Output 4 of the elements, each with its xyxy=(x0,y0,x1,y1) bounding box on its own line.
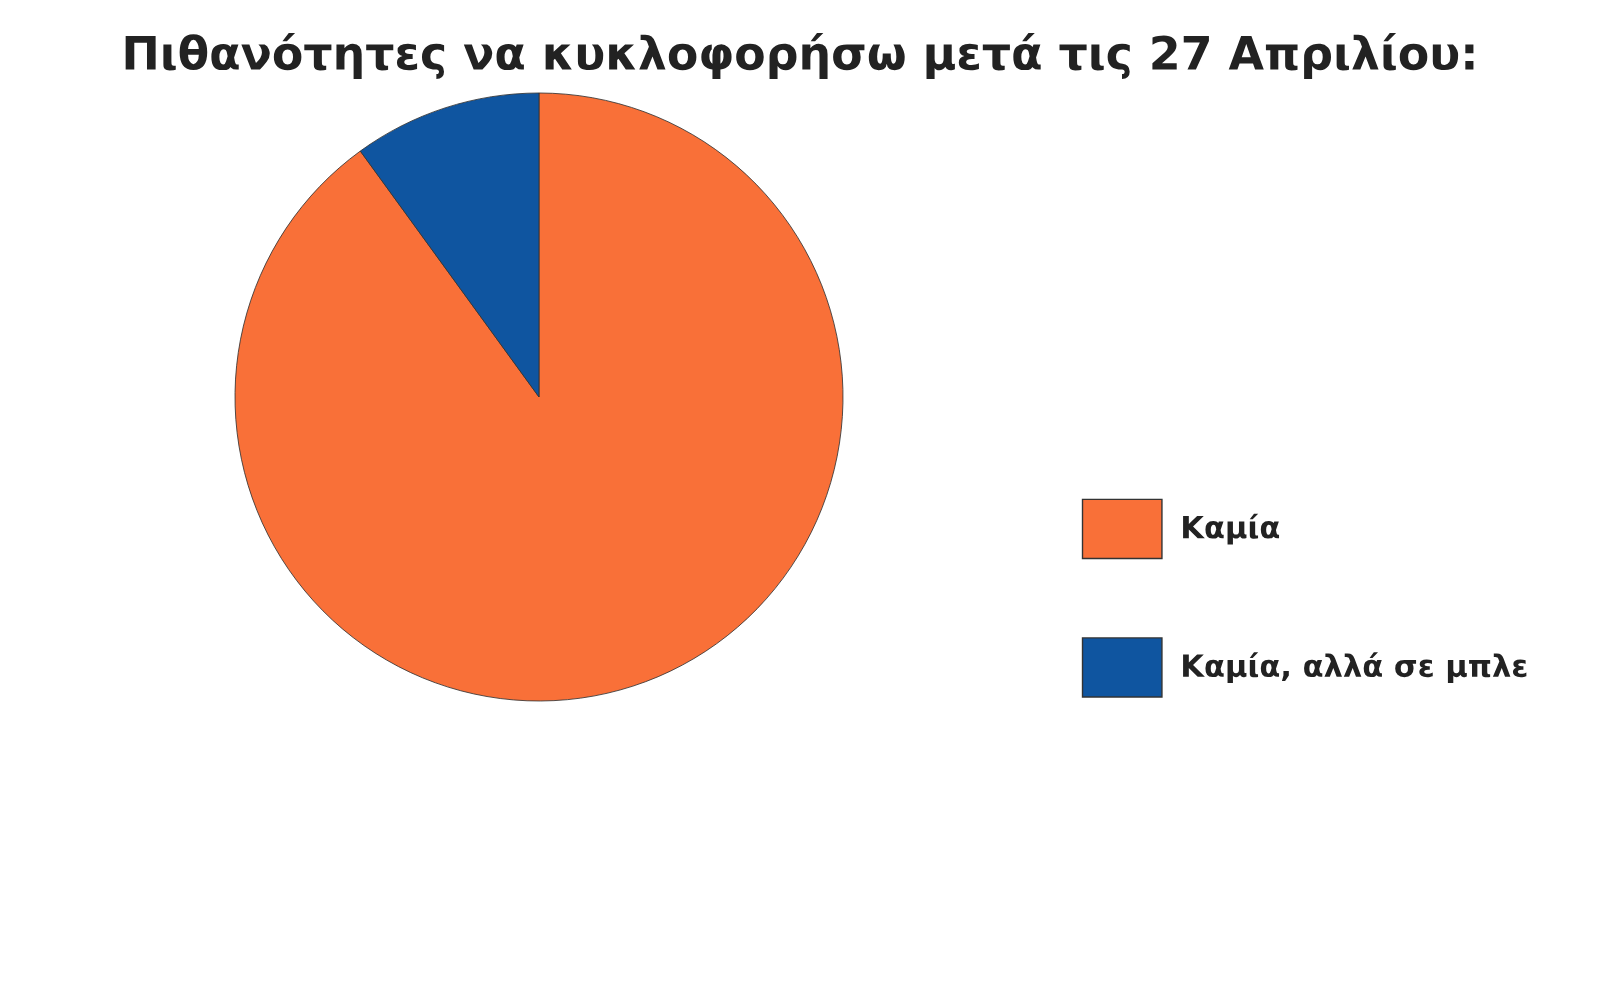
legend-label: Καμία xyxy=(1183,513,1280,545)
pie-slice xyxy=(234,92,844,702)
legend-label: Καμία, αλλά σε μπλε xyxy=(1183,652,1527,684)
chart-title: Πιθανότητες να κυκλοφορήσω μετά τις 27 Απριλίου: xyxy=(125,32,1474,80)
